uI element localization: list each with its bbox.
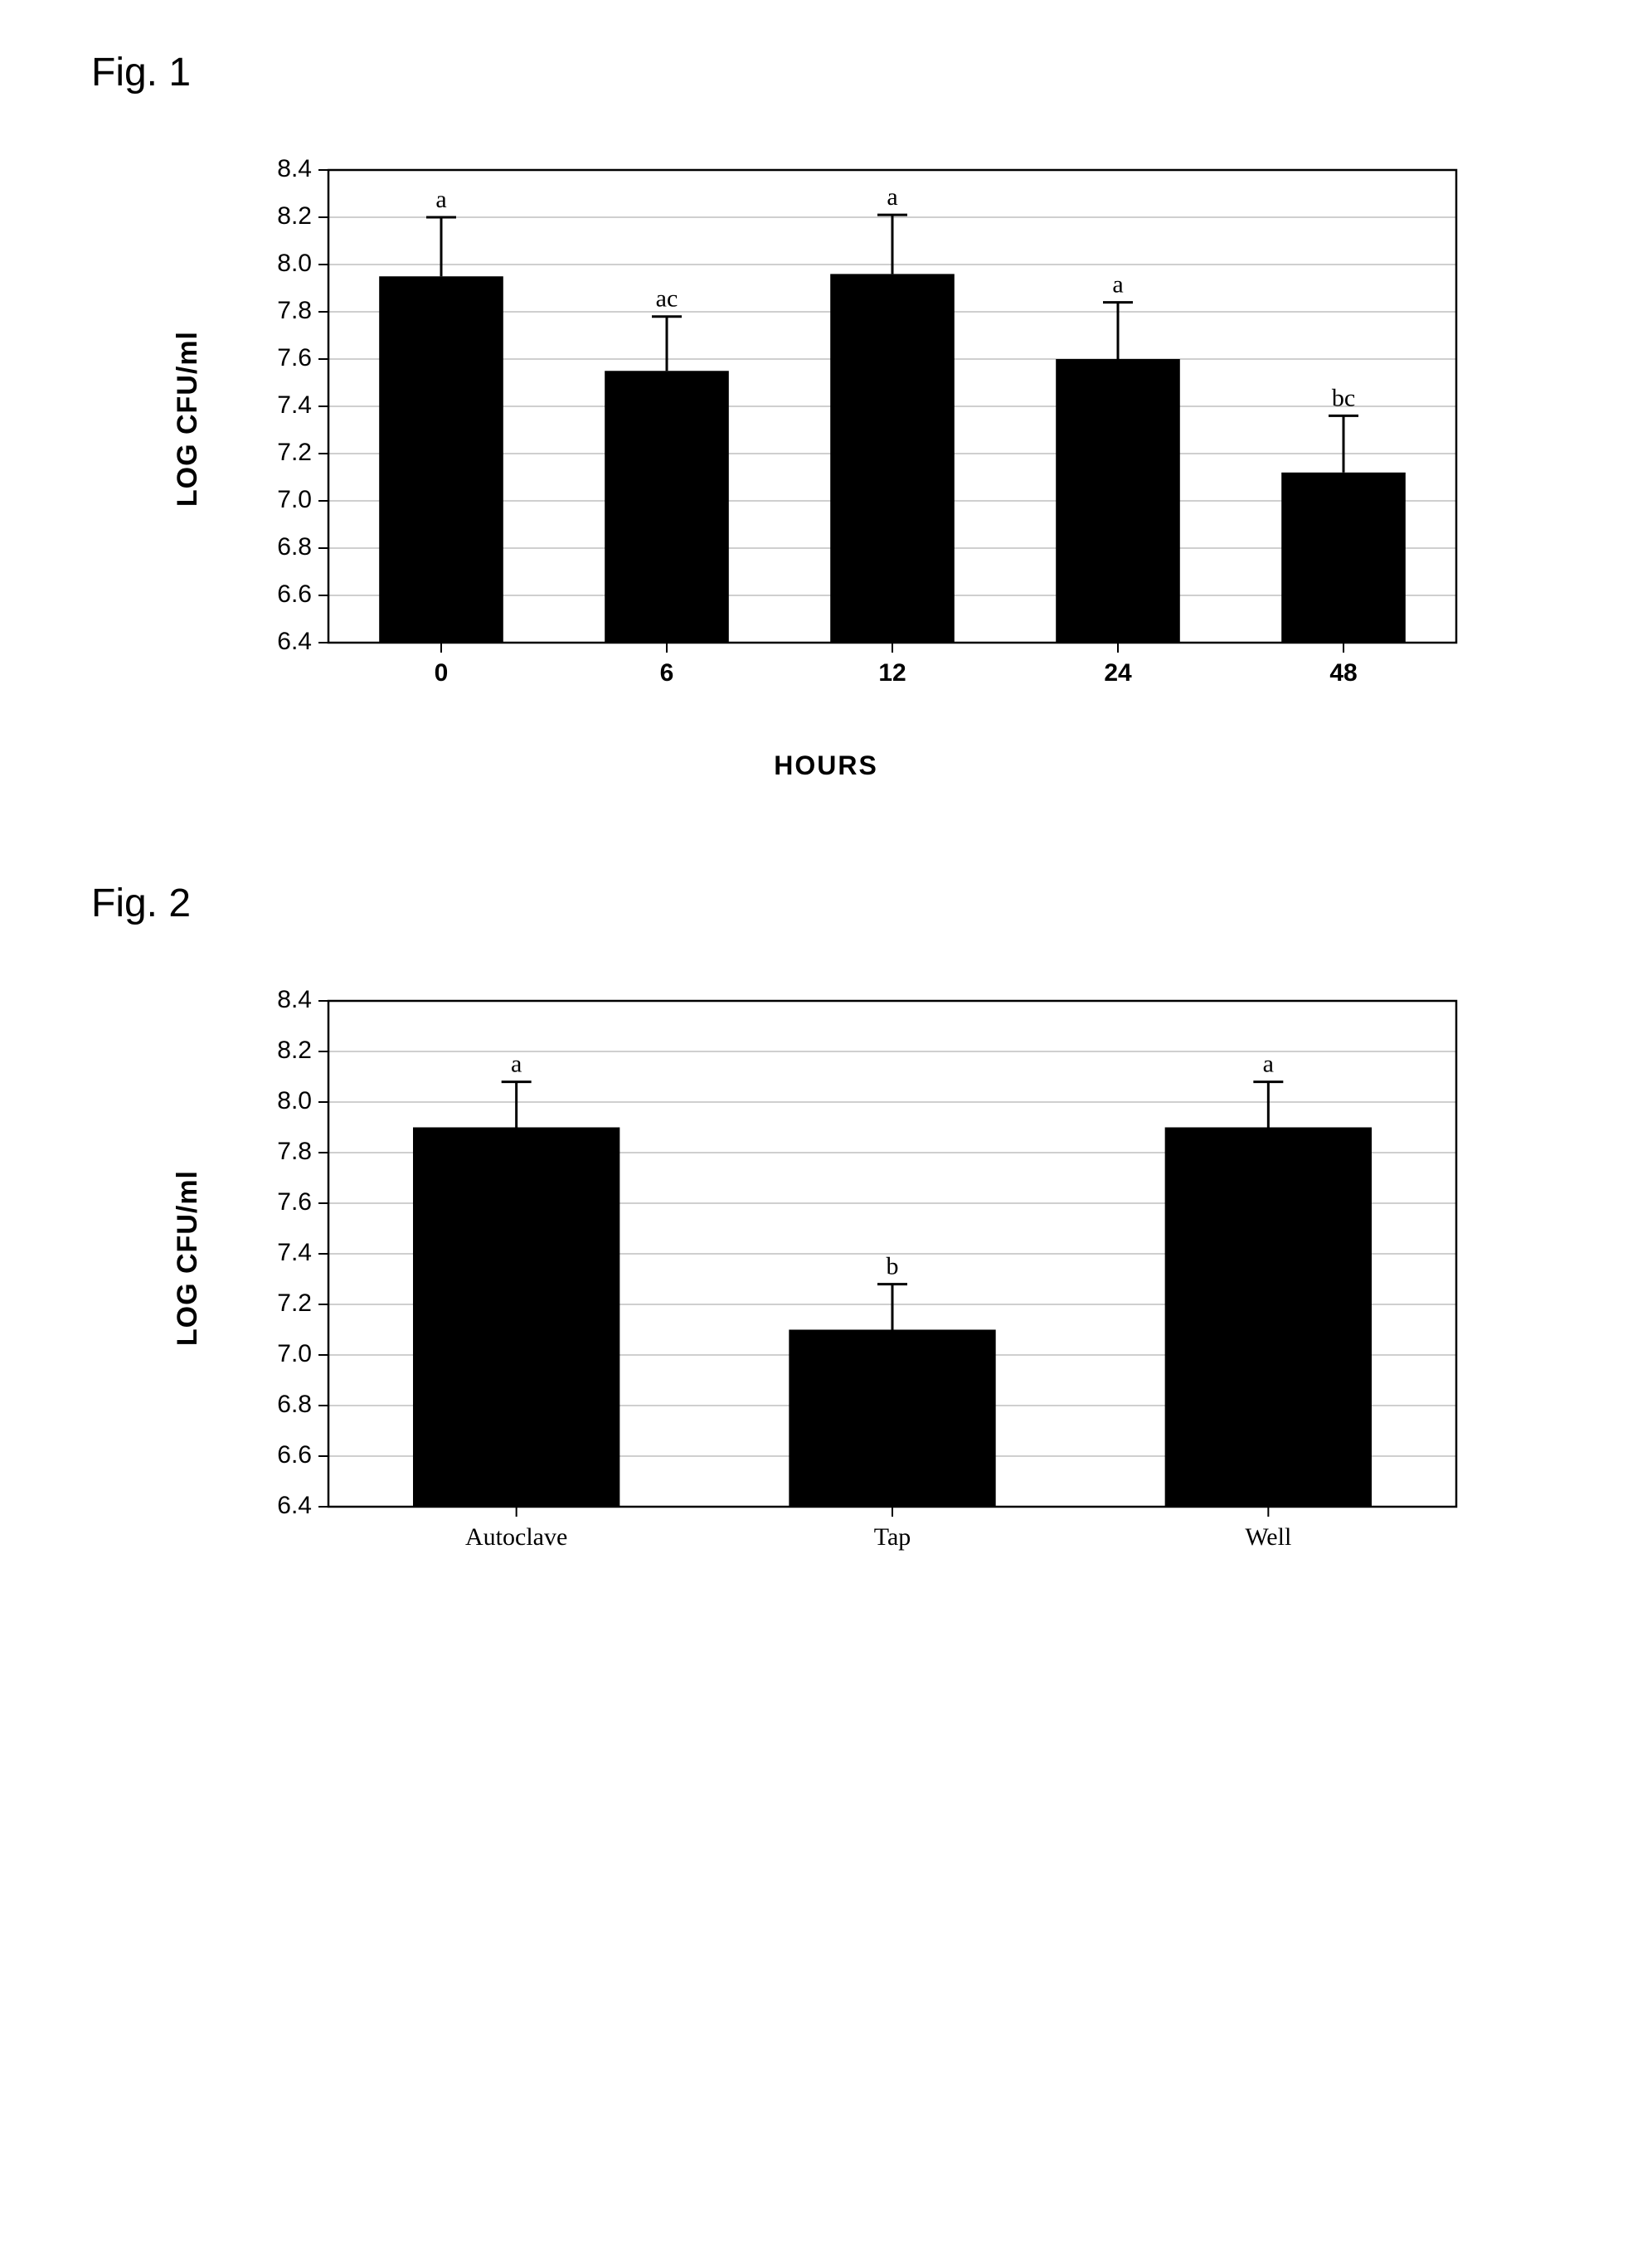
svg-text:Tap: Tap xyxy=(873,1523,911,1551)
figure-2-chart: LOG CFU/ml 6.4 6.6 6.8 7.0 7.2 7.4 7.6 7.8 8.0 8.… xyxy=(66,951,1586,1598)
svg-text:6.4: 6.4 xyxy=(277,1492,312,1519)
svg-text:7.6: 7.6 xyxy=(277,344,312,371)
figure-1: Fig. 1 LOG CFU/ml 6.4 6.6 6.8 7.0 7.2 7.4 7.6 7… xyxy=(66,50,1586,781)
svg-text:6: 6 xyxy=(659,659,673,687)
svg-text:7.4: 7.4 xyxy=(277,1239,312,1266)
svg-text:a: a xyxy=(1262,1051,1273,1078)
svg-text:a: a xyxy=(511,1051,522,1078)
svg-text:Autoclave: Autoclave xyxy=(465,1523,567,1551)
svg-text:8.4: 8.4 xyxy=(277,155,312,182)
svg-text:8.0: 8.0 xyxy=(277,250,312,277)
svg-text:12: 12 xyxy=(878,659,906,687)
svg-text:8.4: 8.4 xyxy=(277,986,312,1013)
svg-text:24: 24 xyxy=(1104,659,1132,687)
figure-2-svg: 6.4 6.6 6.8 7.0 7.2 7.4 7.6 7.8 8.0 8.2 8.4 a Autocl… xyxy=(221,951,1481,1565)
svg-text:48: 48 xyxy=(1329,659,1357,687)
svg-text:8.2: 8.2 xyxy=(277,1037,312,1064)
svg-text:8.0: 8.0 xyxy=(277,1087,312,1114)
svg-text:7.0: 7.0 xyxy=(277,1340,312,1367)
svg-text:6.8: 6.8 xyxy=(277,533,312,561)
svg-text:0: 0 xyxy=(434,659,448,687)
figure-1-ylabel: LOG CFU/ml xyxy=(172,331,204,507)
figure-2-ylabel: LOG CFU/ml xyxy=(172,1170,204,1346)
svg-text:7.0: 7.0 xyxy=(277,486,312,513)
svg-text:a: a xyxy=(887,183,897,211)
svg-text:6.6: 6.6 xyxy=(277,1441,312,1469)
figure-1-svg: 6.4 6.6 6.8 7.0 7.2 7.4 7.6 7.8 8.0 8.2 8.4 a 0 ac 6 a 1… xyxy=(221,120,1481,717)
svg-text:7.4: 7.4 xyxy=(277,391,312,419)
svg-text:7.2: 7.2 xyxy=(277,439,312,466)
svg-text:a: a xyxy=(435,186,446,213)
svg-text:7.2: 7.2 xyxy=(277,1289,312,1317)
figure-2-label: Fig. 2 xyxy=(91,881,1586,926)
figure-1-xlabel: HOURS xyxy=(774,750,878,781)
svg-text:6.4: 6.4 xyxy=(277,628,312,655)
svg-text:8.2: 8.2 xyxy=(277,202,312,230)
svg-text:ac: ac xyxy=(655,285,678,313)
figure-2: Fig. 2 LOG CFU/ml 6.4 6.6 6.8 7.0 7.2 7.4 7.6 7… xyxy=(66,881,1586,1598)
svg-text:6.6: 6.6 xyxy=(277,580,312,608)
svg-text:b: b xyxy=(886,1253,898,1280)
svg-text:7.6: 7.6 xyxy=(277,1188,312,1216)
svg-text:7.8: 7.8 xyxy=(277,297,312,324)
figure-1-chart: LOG CFU/ml 6.4 6.6 6.8 7.0 7.2 7.4 7.6 7.8 8.0 8.… xyxy=(66,120,1586,781)
svg-text:Well: Well xyxy=(1245,1523,1291,1551)
svg-text:7.8: 7.8 xyxy=(277,1138,312,1165)
svg-text:6.8: 6.8 xyxy=(277,1391,312,1418)
svg-text:bc: bc xyxy=(1331,384,1354,411)
figure-1-label: Fig. 1 xyxy=(91,50,1586,95)
svg-text:a: a xyxy=(1112,271,1123,299)
